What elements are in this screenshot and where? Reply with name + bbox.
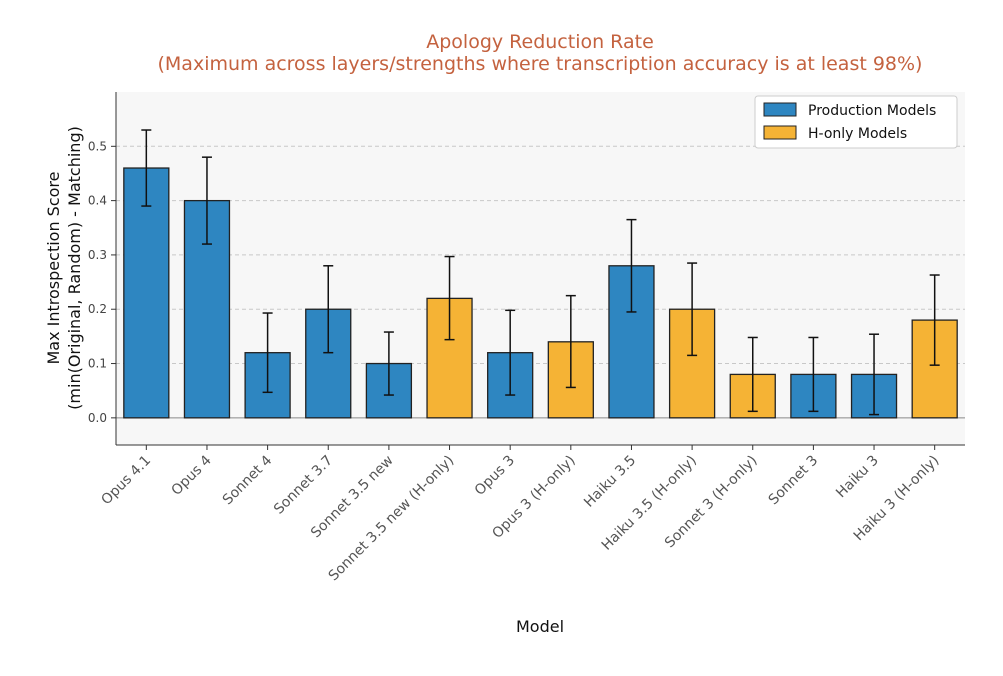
x-tick-label: Sonnet 3.7: [271, 453, 336, 518]
axes: [115, 92, 965, 446]
y-tick-label: 0.3: [88, 248, 107, 262]
error-bars: [141, 129, 940, 416]
x-tick-label: Sonnet 4: [220, 452, 276, 508]
legend-box: [754, 95, 958, 149]
legend-label-production: Production Models: [808, 103, 936, 119]
x-axis-label: Model: [516, 617, 564, 636]
y-ticks: 0.0 0.1 0.2 0.3 0.4 0.5: [88, 139, 116, 425]
x-tick-label: Haiku 3.5: [581, 453, 639, 511]
x-tick-label: Opus 3: [472, 453, 518, 499]
x-tick-label: Haiku 3: [833, 453, 882, 502]
chart-title: Apology Reduction Rate: [426, 31, 654, 53]
legend: Production Models H-only Models: [754, 95, 958, 149]
x-tick-label: Sonnet 3.5 new (H-only): [326, 453, 458, 585]
x-tick-label: Opus 4: [169, 452, 215, 498]
y-axis-label-line1: Max Introspection Score: [44, 172, 63, 365]
y-tick-label: 0.2: [88, 302, 107, 316]
legend-label-h-only: H-only Models: [808, 126, 907, 142]
y-tick-label: 0.0: [88, 411, 107, 425]
y-axis-label-line2: (min(Original, Random) - Matching): [65, 126, 84, 410]
x-tick-label: Opus 4.1: [98, 453, 154, 509]
chart-subtitle: (Maximum across layers/strengths where t…: [158, 53, 923, 75]
legend-swatch-h-only: [763, 125, 797, 140]
y-tick-label: 0.1: [88, 357, 107, 371]
legend-swatch-production: [763, 102, 797, 117]
x-tick-label: Sonnet 3: [766, 453, 822, 509]
y-tick-label: 0.5: [88, 139, 107, 153]
y-tick-label: 0.4: [88, 194, 107, 208]
